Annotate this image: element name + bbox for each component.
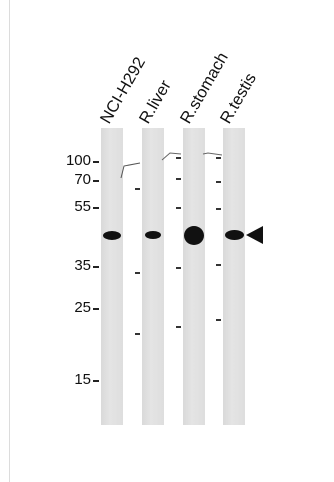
lane-tick: [216, 319, 221, 321]
mw-label-25: 25: [74, 299, 91, 316]
mw-tick-15: [93, 380, 99, 382]
lane-tick: [135, 333, 140, 335]
lane-tick: [176, 178, 181, 180]
mw-tick-25: [93, 308, 99, 310]
mw-label-100: 100: [65, 152, 91, 169]
lane-nci-h292: [101, 128, 123, 425]
mw-tick-35: [93, 266, 99, 268]
left-frame-line: [9, 0, 10, 482]
lane-tick: [216, 208, 221, 210]
band-r-stomach: [184, 226, 204, 245]
mw-tick-55: [93, 207, 99, 209]
lane-tick: [176, 326, 181, 328]
lane-tick: [216, 157, 221, 159]
lane-tick: [135, 188, 140, 190]
band-r-testis: [225, 230, 244, 240]
mw-label-35: 35: [74, 257, 91, 274]
mw-label-15: 15: [74, 371, 91, 388]
mw-tick-100: [93, 161, 99, 163]
band-nci-h292: [103, 231, 121, 240]
arrow-left-icon: [246, 226, 263, 244]
lane-tick: [176, 207, 181, 209]
lane-tick: [216, 264, 221, 266]
band-r-liver: [145, 231, 161, 239]
lane-tick: [176, 267, 181, 269]
lane-tick: [216, 181, 221, 183]
lane-tick: [176, 157, 181, 159]
lane-r-testis: [223, 128, 245, 425]
lane-tick: [135, 272, 140, 274]
mw-tick-70: [93, 180, 99, 182]
mw-label-55: 55: [74, 198, 91, 215]
mw-label-70: 70: [74, 171, 91, 188]
lane-r-stomach: [183, 128, 205, 425]
lane-r-liver: [142, 128, 164, 425]
